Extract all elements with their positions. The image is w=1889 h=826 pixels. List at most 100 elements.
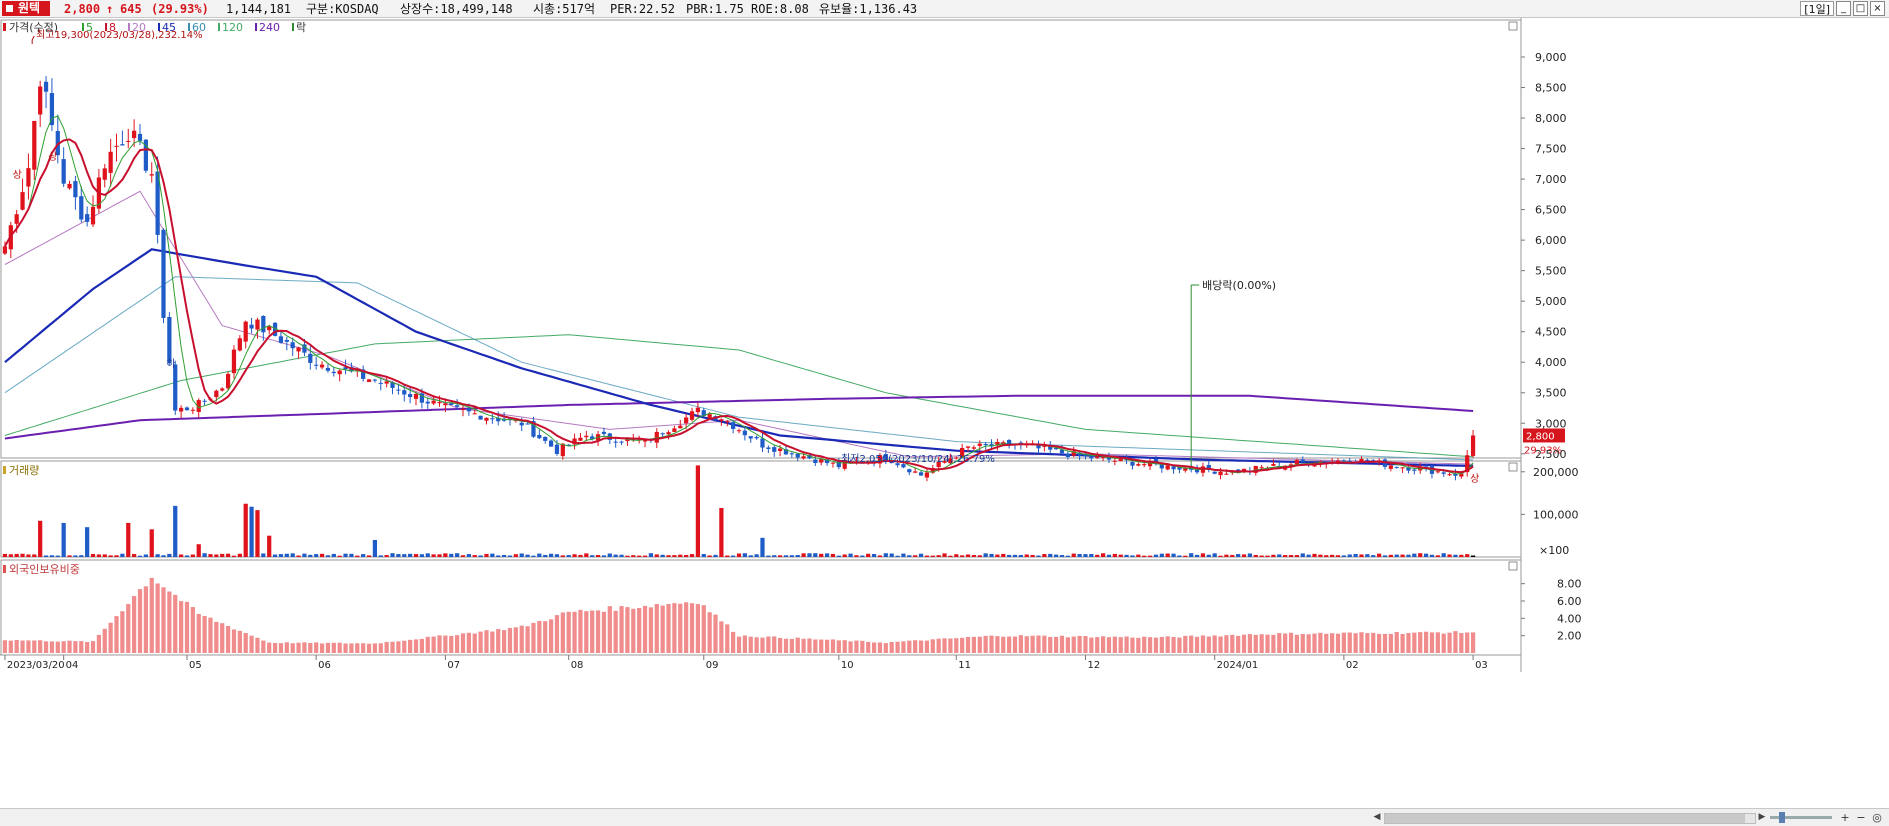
foreign-ratio-bar bbox=[830, 639, 836, 653]
candle-body bbox=[384, 381, 389, 384]
foreign-ratio-bar bbox=[1465, 632, 1470, 653]
candle-body bbox=[701, 410, 706, 417]
volume-bar bbox=[648, 553, 654, 557]
volume-bar bbox=[1406, 554, 1411, 557]
candle-body bbox=[167, 316, 172, 364]
candle-body bbox=[590, 436, 595, 440]
period-selector[interactable]: [1일] bbox=[1800, 1, 1834, 16]
candle-body bbox=[484, 417, 489, 421]
x-tick-label: 2023/03/20 bbox=[7, 660, 65, 671]
candle-body bbox=[178, 407, 184, 412]
volume-bar bbox=[460, 555, 466, 557]
chart-scrollbar[interactable] bbox=[1384, 813, 1756, 824]
last-price-tag bbox=[1523, 428, 1565, 443]
candle-body bbox=[578, 437, 583, 441]
per-value: PER:22.52 bbox=[610, 2, 676, 16]
foreign-ratio-bar bbox=[231, 629, 237, 653]
minimize-icon[interactable]: _ bbox=[1836, 1, 1851, 16]
limit-down-marker: 하 bbox=[166, 357, 175, 370]
maximize-icon[interactable]: □ bbox=[1853, 1, 1868, 16]
volume-bar bbox=[2, 553, 8, 557]
candle-body bbox=[14, 214, 19, 224]
candle-body bbox=[90, 206, 96, 225]
volume-bar bbox=[355, 555, 360, 557]
volume-bar bbox=[32, 554, 37, 557]
foreign-ratio-bar bbox=[32, 640, 37, 653]
foreign-ratio-bar bbox=[1359, 632, 1364, 653]
foreign-ratio-bar bbox=[1406, 633, 1411, 653]
foreign-ratio-bar bbox=[590, 610, 595, 653]
candle-body bbox=[1465, 455, 1470, 473]
volume-bar bbox=[901, 553, 906, 557]
foreign-ratio-bar bbox=[977, 636, 982, 653]
candle-body bbox=[1136, 464, 1141, 466]
volume-bar bbox=[918, 553, 924, 557]
volume-bar bbox=[713, 554, 718, 557]
candle-body bbox=[725, 421, 730, 423]
volume-bar bbox=[701, 554, 706, 557]
volume-bar bbox=[537, 553, 542, 557]
foreign-ratio-bar bbox=[1247, 634, 1253, 653]
volume-bar bbox=[196, 544, 201, 557]
foreign-ratio-bar bbox=[1206, 636, 1211, 653]
candle-body bbox=[361, 369, 366, 379]
foreign-ratio-bar bbox=[61, 641, 66, 653]
foreign-ratio-bar bbox=[460, 633, 466, 653]
foreign-ratio-bar bbox=[237, 630, 242, 653]
scroll-thumb[interactable] bbox=[1385, 814, 1745, 823]
volume-bar bbox=[1294, 555, 1300, 557]
foreign-ratio-bar bbox=[654, 604, 659, 653]
foreign-ratio-bar bbox=[255, 637, 260, 653]
candle-body bbox=[895, 463, 900, 466]
volume-bar bbox=[660, 554, 665, 557]
foreign-ratio-bar bbox=[20, 640, 25, 653]
x-tick-label: 03 bbox=[1475, 660, 1488, 671]
price-tick-label: 4,500 bbox=[1535, 326, 1567, 339]
foreign-ratio-bar bbox=[1159, 636, 1164, 653]
foreign-ratio-bar bbox=[1007, 636, 1012, 653]
volume-bar bbox=[490, 553, 495, 557]
foreign-ratio-bar bbox=[783, 638, 789, 653]
panel-max-icon bbox=[1508, 21, 1518, 31]
high-price-pointer bbox=[31, 35, 35, 44]
volume-bar bbox=[666, 555, 671, 557]
foreign-ratio-bar bbox=[948, 638, 953, 653]
volume-bar bbox=[1153, 554, 1159, 557]
zoom-reset-icon[interactable]: ◎ bbox=[1872, 811, 1882, 824]
foreign-ratio-bar bbox=[754, 637, 759, 653]
stock-chart[interactable]: 최고19,300(2023/03/28),232.14% 최저2,050(2023… bbox=[0, 0, 1889, 808]
foreign-ratio-bar bbox=[1347, 632, 1352, 653]
candle-body bbox=[372, 379, 378, 381]
candle-body bbox=[161, 229, 166, 318]
foreign-ratio-bar bbox=[701, 605, 706, 653]
zoom-slider[interactable] bbox=[1770, 816, 1832, 819]
scroll-right-icon[interactable]: ▶ bbox=[1758, 812, 1766, 822]
candle-body bbox=[548, 440, 554, 447]
foreign-ratio-bar bbox=[584, 611, 589, 653]
scroll-left-icon[interactable]: ◀ bbox=[1373, 812, 1381, 822]
zoom-slider-knob[interactable] bbox=[1779, 812, 1785, 823]
zoom-out-icon[interactable]: − bbox=[1856, 811, 1866, 824]
volume-bar bbox=[132, 554, 137, 557]
foreign-ratio-bar bbox=[1059, 635, 1065, 653]
stock-name-badge[interactable]: 원텍 bbox=[2, 1, 51, 16]
foreign-ratio-bar bbox=[1100, 636, 1106, 653]
volume-bar bbox=[1359, 554, 1364, 557]
foreign-ratio-bar bbox=[90, 641, 96, 653]
candle-body bbox=[971, 447, 977, 449]
close-icon[interactable]: × bbox=[1870, 1, 1885, 16]
foreign-ratio-bar bbox=[860, 640, 865, 653]
volume-bar bbox=[895, 555, 900, 557]
zoom-in-icon[interactable]: + bbox=[1840, 811, 1850, 824]
volume-bar bbox=[237, 553, 242, 557]
volume-bar bbox=[1230, 554, 1235, 557]
stock-name[interactable]: 원텍 bbox=[18, 1, 41, 15]
x-tick-label: 07 bbox=[447, 660, 460, 671]
volume-bar bbox=[501, 554, 507, 557]
candle-body bbox=[830, 462, 836, 464]
ma-legend-label: 240 bbox=[259, 21, 280, 34]
volume-bar bbox=[977, 555, 982, 557]
volume-bar bbox=[519, 553, 524, 557]
foreign-ratio-bar bbox=[1447, 632, 1452, 653]
foreign-ratio-bar bbox=[8, 640, 13, 653]
